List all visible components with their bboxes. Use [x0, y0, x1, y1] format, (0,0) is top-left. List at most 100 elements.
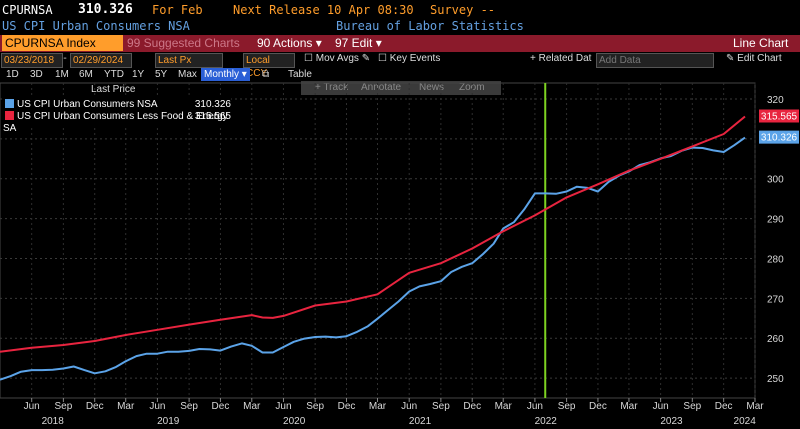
range-tab-5y[interactable]: 5Y [155, 69, 168, 80]
range-tab-1d[interactable]: 1D [6, 69, 19, 80]
legend-title: Last Price [91, 84, 136, 95]
range-tab-1m[interactable]: 1M [55, 69, 69, 80]
x-year-label: 2018 [42, 416, 65, 427]
x-year-label: 2024 [734, 416, 757, 427]
chevron-down-icon: ▾ [375, 36, 382, 50]
y-tick-label: 280 [767, 254, 784, 265]
legend-cpi-name: US CPI Urban Consumers NSA [17, 99, 158, 110]
table-tab[interactable]: Table [288, 69, 312, 80]
subheader-bar: US CPI Urban Consumers NSA Bureau of Lab… [0, 18, 800, 34]
add-data-input[interactable]: Add Data [596, 53, 714, 68]
cpi-last-value-label: 310.326 [761, 133, 798, 144]
source-name: Bureau of Labor Statistics [336, 19, 524, 33]
track-tool[interactable]: + Track [315, 82, 349, 93]
x-tick-label: Mar [495, 401, 513, 412]
legend-item-core[interactable]: US CPI Urban Consumers Less Food & Energ… [3, 111, 231, 134]
x-tick-label: Dec [212, 401, 230, 412]
next-release: Next Release 10 Apr 08:30 [233, 3, 414, 17]
x-tick-label: Jun [24, 401, 40, 412]
x-tick-label: Dec [86, 401, 104, 412]
x-tick-label: Sep [306, 401, 324, 412]
y-tick-label: 290 [767, 215, 784, 226]
x-tick-label: Mar [243, 401, 261, 412]
x-tick-label: Jun [401, 401, 417, 412]
core-last-value-tag [759, 109, 799, 123]
survey-label: Survey -- [430, 3, 496, 17]
x-tick-label: Sep [54, 401, 72, 412]
cpi-last-value-tag [759, 130, 799, 144]
security-name: US CPI Urban Consumers NSA [2, 19, 190, 33]
x-tick-label: Mar [369, 401, 387, 412]
frequency-label: Monthly [204, 69, 240, 80]
price-field-select[interactable]: Last Px [155, 53, 223, 68]
news-tool[interactable]: News [419, 82, 445, 93]
chart-type-icon[interactable]: ⧉ [262, 69, 270, 80]
range-tab-max[interactable]: Max [178, 69, 197, 80]
x-tick-label: Sep [180, 401, 198, 412]
edit-menu[interactable]: 97 Edit ▾ [332, 35, 385, 51]
pencil-icon: ✎ [726, 53, 735, 64]
edit-chart-label: Edit Chart [737, 53, 782, 64]
last-value: 310.326 [78, 2, 133, 17]
view-type-label[interactable]: Line Chart [733, 36, 789, 50]
x-tick-label: Dec [463, 401, 481, 412]
y-tick-label: 270 [767, 294, 784, 305]
related-data-button[interactable]: + Related Dat [530, 53, 592, 64]
range-tab-6m[interactable]: 6M [79, 69, 93, 80]
ticker-code: CPURNSA [2, 3, 53, 17]
legend-item-cpi[interactable]: US CPI Urban Consumers NSA 310.326 [3, 99, 231, 111]
edit-label: 97 Edit [335, 36, 373, 50]
zoom-tool[interactable]: Zoom [459, 82, 485, 93]
end-date-field[interactable]: 02/29/2024 [70, 53, 132, 68]
x-year-label: 2022 [535, 416, 558, 427]
x-tick-label: Sep [683, 401, 701, 412]
x-tick-label: Sep [432, 401, 450, 412]
x-tick-label: Jun [149, 401, 165, 412]
mov-avgs-label: Mov Avgs [315, 53, 359, 64]
annotate-tool[interactable]: Annotate [361, 82, 402, 93]
range-tab-3d[interactable]: 3D [30, 69, 43, 80]
x-tick-label: Sep [558, 401, 576, 412]
x-year-label: 2021 [409, 416, 432, 427]
checkbox-icon: ☐ [378, 53, 387, 64]
x-tick-label: Jun [275, 401, 291, 412]
checkbox-icon: ☐ [304, 53, 313, 64]
chart-toolbar: + Track Annotate News Zoom [301, 81, 501, 95]
x-year-label: 2019 [157, 416, 180, 427]
x-tick-label: Dec [715, 401, 733, 412]
actions-label: 90 Actions [257, 36, 313, 50]
core-swatch [5, 111, 14, 120]
x-tick-label: Jun [527, 401, 543, 412]
y-tick-label: 320 [767, 95, 784, 106]
core-last-value-label: 315.565 [761, 111, 798, 122]
key-events-toggle[interactable]: ☐ Key Events [378, 53, 440, 64]
mov-avgs-toggle[interactable]: ☐ Mov Avgs ✎ [304, 53, 370, 64]
frequency-select[interactable]: Monthly ▾ [201, 68, 250, 81]
x-tick-label: Dec [338, 401, 356, 412]
key-events-label: Key Events [389, 53, 441, 64]
x-tick-label: Mar [117, 401, 135, 412]
date-separator: - [62, 53, 69, 64]
range-tab-1y[interactable]: 1Y [132, 69, 145, 80]
range-tabs: 1D 3D 1M 6M YTD 1Y 5Y Max Monthly ▾ ⧉ Ta… [0, 68, 800, 81]
chart-legend: Last Price US CPI Urban Consumers NSA 31… [3, 84, 231, 134]
security-input[interactable]: CPURNSA Index [2, 35, 123, 51]
actions-menu[interactable]: 90 Actions ▾ [254, 35, 325, 51]
start-date-field[interactable]: 03/23/2018 [1, 53, 63, 68]
suggested-charts-menu[interactable]: 99 Suggested Charts [127, 36, 240, 50]
x-year-label: 2020 [283, 416, 306, 427]
currency-select[interactable]: Local CCY [243, 53, 295, 79]
core-series-line[interactable] [0, 115, 746, 353]
legend-cpi-value: 310.326 [194, 99, 231, 110]
period-label: For Feb [152, 3, 203, 17]
edit-chart-button[interactable]: ✎ Edit Chart [726, 53, 782, 64]
pencil-icon: ✎ [361, 53, 371, 64]
chevron-down-icon: ▾ [315, 36, 322, 50]
legend-core-value: 315.565 [194, 111, 231, 122]
y-tick-label: 300 [767, 175, 784, 186]
x-year-label: 2023 [660, 416, 683, 427]
y-tick-label: 260 [767, 334, 784, 345]
legend-core-name: US CPI Urban Consumers Less Food & Energ… [3, 111, 228, 134]
range-tab-ytd[interactable]: YTD [104, 69, 124, 80]
